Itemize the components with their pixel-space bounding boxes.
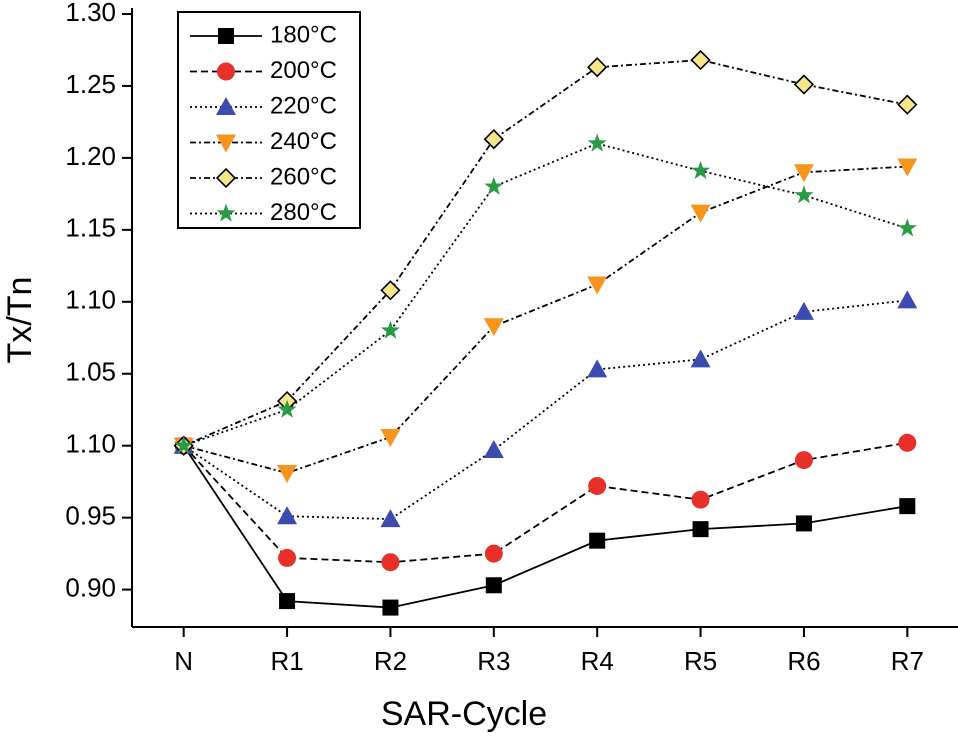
legend-marker	[216, 134, 236, 153]
data-point	[277, 399, 297, 418]
data-point	[793, 301, 814, 320]
legend-label: 200°C	[270, 57, 337, 84]
y-tick-label: 1.10	[65, 285, 116, 315]
data-point	[793, 74, 815, 95]
series-line	[183, 441, 908, 564]
data-point	[174, 435, 194, 454]
y-tick-label: 1.25	[65, 69, 116, 99]
data-point	[795, 515, 812, 532]
legend-marker	[218, 28, 234, 44]
y-tick-label: 1.20	[65, 141, 116, 171]
data-point	[587, 276, 608, 295]
data-point	[897, 218, 917, 237]
data-point	[485, 577, 502, 594]
data-point	[587, 133, 607, 152]
legend-marker	[215, 167, 237, 189]
y-tick-label: 1.15	[65, 213, 116, 243]
y-tick-label: 0.95	[65, 501, 116, 531]
series-line	[182, 445, 908, 609]
data-point	[381, 553, 400, 572]
data-point	[277, 506, 298, 525]
data-point	[793, 164, 814, 183]
data-point	[690, 49, 711, 71]
data-point	[278, 548, 297, 567]
data-point	[587, 359, 608, 378]
data-point	[279, 593, 296, 610]
data-point	[380, 320, 400, 339]
data-point	[589, 532, 606, 549]
data-point	[382, 599, 399, 616]
data-point	[898, 433, 917, 452]
data-point	[690, 204, 711, 223]
data-point	[897, 158, 918, 177]
data-point	[794, 451, 813, 470]
legend-label: 280°C	[270, 199, 337, 226]
series-line	[183, 142, 908, 447]
y-tick-label: 1.05	[65, 357, 116, 387]
y-tick-label: 1.30	[65, 0, 116, 27]
data-point	[690, 349, 711, 368]
x-tick-label: R7	[891, 646, 924, 676]
data-point	[484, 176, 504, 195]
x-tick-label: R6	[787, 646, 820, 676]
x-tick-label: R3	[477, 646, 510, 676]
legend-marker	[216, 203, 236, 222]
y-tick-label: 0.90	[65, 572, 116, 602]
data-point	[794, 185, 814, 204]
data-point	[897, 290, 918, 309]
data-point	[380, 509, 401, 528]
x-tick-label: R5	[684, 646, 717, 676]
data-point	[691, 490, 710, 509]
legend-label: 180°C	[270, 21, 337, 48]
data-point	[588, 476, 607, 495]
x-tick-label: N	[174, 646, 193, 676]
data-point	[587, 57, 608, 78]
series-line	[183, 165, 908, 474]
x-axis-title: SAR-Cycle	[381, 695, 547, 733]
y-tick-label: 1.10	[65, 429, 116, 459]
x-tick-label: R1	[270, 646, 303, 676]
data-point	[483, 440, 504, 459]
data-point	[691, 160, 711, 179]
series-line	[183, 59, 908, 447]
legend-label: 220°C	[270, 92, 337, 119]
data-point	[380, 280, 401, 301]
data-point	[897, 94, 918, 115]
data-point	[484, 544, 503, 563]
data-point	[483, 129, 504, 150]
data-point	[899, 498, 916, 515]
x-tick-label: R4	[581, 646, 614, 676]
data-point	[277, 465, 298, 484]
legend-box	[177, 11, 361, 229]
data-point	[692, 521, 709, 538]
legend-label: 240°C	[270, 128, 337, 155]
data-point	[483, 318, 504, 337]
legend-marker	[217, 62, 235, 81]
legend-label: 260°C	[270, 163, 337, 190]
legend-marker	[216, 97, 236, 115]
x-tick-label: R2	[374, 646, 407, 676]
data-point	[380, 429, 401, 448]
y-axis-title: Tx/Tn	[1, 277, 39, 364]
